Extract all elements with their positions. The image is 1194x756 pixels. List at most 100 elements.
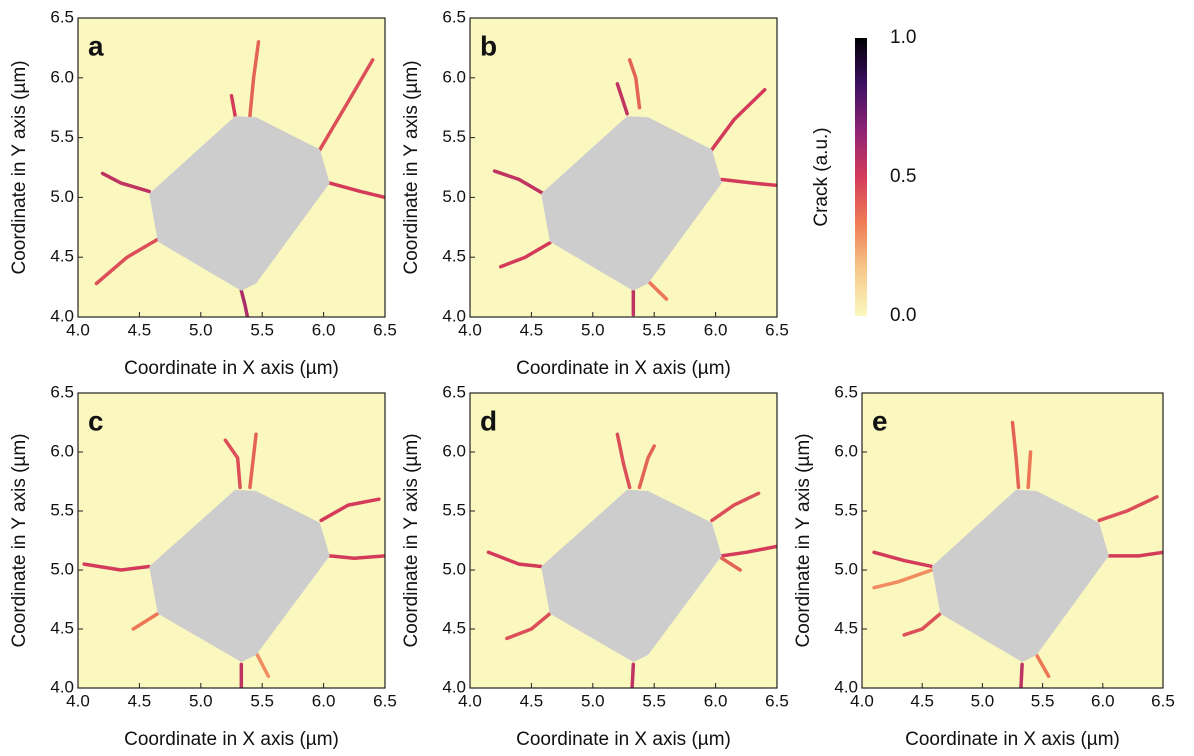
crack xyxy=(872,568,934,590)
x-tick-label: 4.5 xyxy=(128,691,152,710)
crack xyxy=(505,611,552,641)
crack xyxy=(1107,550,1163,558)
crack xyxy=(248,40,261,118)
y-axis-label: Coordinate in Y axis (µm) xyxy=(793,433,814,647)
x-tick-label: 6.0 xyxy=(312,691,336,710)
panel: 4.0 4.5 5.0 5.5 6.0 6.5 4.0 4.5 5.0 5.5 6.0 6.5 Coor… xyxy=(793,382,1175,750)
crack xyxy=(719,544,777,558)
x-tick-label: 5.0 xyxy=(581,691,605,710)
x-tick-label: 6.0 xyxy=(704,691,728,710)
y-axis-label: Coordinate in Y axis (µm) xyxy=(9,433,30,647)
y-tick-label: 5.5 xyxy=(50,500,74,519)
plot-area xyxy=(82,432,385,688)
x-tick-label: 5.5 xyxy=(250,320,274,339)
plot-frame xyxy=(469,392,778,689)
panel: 4.0 4.5 5.0 5.5 6.0 6.5 4.0 4.5 5.0 5.5 6.0 6.5 Coor… xyxy=(401,382,789,750)
y-tick-label: 5.5 xyxy=(834,500,858,519)
panel: 4.0 4.5 5.0 5.5 6.0 6.5 4.0 4.5 5.0 5.5 6.0 6.5 Coor… xyxy=(9,7,397,379)
x-tick-label: 6.5 xyxy=(373,320,397,339)
crack xyxy=(872,550,934,569)
plot-frame xyxy=(77,392,386,689)
crack xyxy=(498,241,552,269)
crack xyxy=(710,88,767,152)
y-tick-label: 4.0 xyxy=(834,677,858,696)
x-axis-label: Coordinate in X axis (µm) xyxy=(905,729,1120,750)
x-axis-label: Coordinate in X axis (µm) xyxy=(516,358,731,379)
crack xyxy=(327,181,385,200)
crack xyxy=(254,650,271,678)
y-tick-label: 6.5 xyxy=(834,382,858,401)
x-tick-label: 5.0 xyxy=(581,320,605,339)
crack xyxy=(492,169,546,196)
crack xyxy=(902,611,943,637)
x-tick-label: 4.5 xyxy=(128,320,152,339)
y-tick-label: 6.0 xyxy=(442,67,466,86)
plot-area xyxy=(486,432,777,688)
crack xyxy=(646,279,669,301)
x-axis-label: Coordinate in X axis (µm) xyxy=(124,358,339,379)
y-tick-label: 4.0 xyxy=(50,306,74,325)
x-tick-label: 4.0 xyxy=(458,691,482,710)
crack xyxy=(327,554,385,560)
x-tick-label: 4.5 xyxy=(520,320,544,339)
y-tick-label: 6.0 xyxy=(442,441,466,460)
panel-label: b xyxy=(480,30,497,61)
crack xyxy=(223,438,242,490)
x-tick-label: 6.5 xyxy=(765,320,789,339)
particle xyxy=(149,489,330,663)
colorbar: 0.0 0.5 1.0 Crack (a.u.) xyxy=(811,27,916,326)
plot-area xyxy=(94,40,385,317)
crack xyxy=(1026,450,1033,490)
y-axis-label: Coordinate in Y axis (µm) xyxy=(9,60,30,274)
x-tick-label: 4.0 xyxy=(458,320,482,339)
y-tick-label: 4.0 xyxy=(442,677,466,696)
crack xyxy=(131,611,160,631)
y-tick-label: 5.0 xyxy=(834,559,858,578)
y-tick-label: 4.0 xyxy=(442,306,466,325)
y-tick-label: 6.5 xyxy=(442,7,466,26)
colorbar-tick-label: 1.0 xyxy=(890,27,916,48)
panel-label: a xyxy=(88,30,104,61)
panel: 4.0 4.5 5.0 5.5 6.0 6.5 4.0 4.5 5.0 5.5 6.0 6.5 Coor… xyxy=(401,7,789,379)
crack xyxy=(229,93,237,118)
particle xyxy=(541,116,722,291)
y-tick-label: 6.5 xyxy=(50,382,74,401)
y-tick-label: 5.0 xyxy=(442,559,466,578)
plot-frame xyxy=(469,17,778,318)
crack xyxy=(615,82,629,116)
crack xyxy=(719,177,777,188)
particle xyxy=(149,116,330,291)
x-tick-label: 4.5 xyxy=(910,691,934,710)
plot-area xyxy=(872,420,1163,688)
x-tick-label: 6.5 xyxy=(765,691,789,710)
y-tick-label: 4.0 xyxy=(50,677,74,696)
x-axis-label: Coordinate in X axis (µm) xyxy=(516,729,731,750)
crack xyxy=(486,550,543,569)
plot-frame xyxy=(77,17,386,318)
x-tick-label: 5.5 xyxy=(250,691,274,710)
colorbar-label: Crack (a.u.) xyxy=(811,127,832,226)
crack xyxy=(615,432,632,490)
y-tick-label: 5.0 xyxy=(50,187,74,206)
particle xyxy=(931,489,1109,663)
crack xyxy=(637,444,656,490)
x-axis-label: Coordinate in X axis (µm) xyxy=(124,729,339,750)
crack xyxy=(1097,495,1159,523)
crack xyxy=(100,171,151,194)
plot-area xyxy=(492,58,777,317)
x-tick-label: 6.0 xyxy=(704,320,728,339)
x-tick-label: 5.0 xyxy=(189,320,213,339)
crack xyxy=(719,556,742,572)
x-tick-label: 6.0 xyxy=(312,320,336,339)
x-tick-label: 4.0 xyxy=(850,691,874,710)
x-tick-label: 6.0 xyxy=(1091,691,1115,710)
crack xyxy=(318,58,375,152)
y-tick-label: 5.5 xyxy=(442,500,466,519)
y-tick-label: 6.5 xyxy=(442,382,466,401)
y-tick-label: 5.0 xyxy=(50,559,74,578)
x-tick-label: 4.0 xyxy=(66,320,90,339)
x-tick-label: 5.0 xyxy=(189,691,213,710)
crack xyxy=(710,491,761,523)
panel-label: d xyxy=(480,405,497,436)
